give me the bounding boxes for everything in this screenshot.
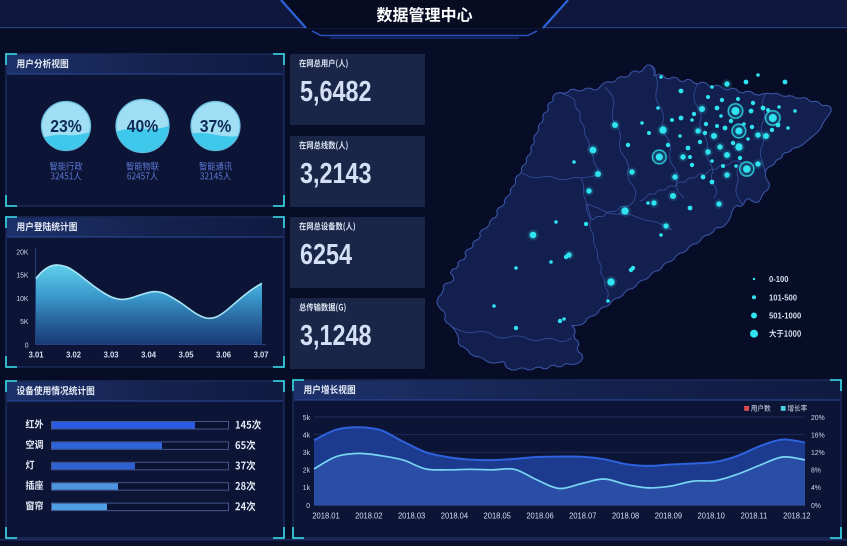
svg-text:2018.05: 2018.05 (484, 511, 512, 520)
svg-text:10K: 10K (16, 294, 28, 303)
svg-text:12%: 12% (811, 448, 825, 457)
svg-text:0-100: 0-100 (769, 275, 789, 284)
svg-text:2018.04: 2018.04 (441, 511, 469, 520)
svg-text:1k: 1k (303, 483, 311, 492)
svg-text:4%: 4% (811, 483, 821, 492)
svg-text:2018.12: 2018.12 (783, 511, 811, 520)
svg-text:0: 0 (25, 340, 29, 349)
svg-text:2018.06: 2018.06 (526, 511, 554, 520)
svg-text:20%: 20% (811, 412, 825, 421)
svg-text:2018.10: 2018.10 (698, 511, 726, 520)
svg-text:5,6482: 5,6482 (300, 75, 371, 108)
svg-text:37%: 37% (200, 116, 232, 136)
svg-text:0: 0 (306, 500, 310, 509)
svg-text:3.06: 3.06 (216, 350, 231, 359)
svg-text:3.07: 3.07 (254, 350, 269, 359)
svg-text:2k: 2k (303, 465, 311, 474)
svg-text:3.02: 3.02 (66, 350, 81, 359)
svg-text:3.04: 3.04 (141, 350, 156, 359)
svg-text:2018.07: 2018.07 (569, 511, 597, 520)
svg-text:101-500: 101-500 (769, 293, 798, 302)
svg-text:2018.08: 2018.08 (612, 511, 640, 520)
svg-text:0%: 0% (811, 500, 821, 509)
svg-text:2018.03: 2018.03 (398, 511, 426, 520)
svg-text:2018.11: 2018.11 (741, 511, 768, 520)
svg-text:3,1248: 3,1248 (300, 319, 371, 352)
svg-text:5k: 5k (303, 412, 311, 421)
svg-text:501-1000: 501-1000 (769, 311, 802, 320)
svg-text:20K: 20K (16, 247, 28, 256)
svg-text:8%: 8% (811, 465, 821, 474)
svg-text:40%: 40% (127, 116, 159, 136)
svg-text:4k: 4k (303, 430, 311, 439)
svg-text:3.03: 3.03 (104, 350, 119, 359)
svg-text:3.01: 3.01 (29, 350, 44, 359)
svg-text:3k: 3k (303, 448, 311, 457)
svg-text:2018.02: 2018.02 (355, 511, 383, 520)
svg-text:15K: 15K (16, 270, 28, 279)
svg-text:5K: 5K (20, 317, 29, 326)
svg-text:3.05: 3.05 (179, 350, 194, 359)
svg-text:23%: 23% (50, 116, 82, 136)
svg-text:16%: 16% (811, 430, 825, 439)
svg-text:2018.09: 2018.09 (655, 511, 683, 520)
svg-text:6254: 6254 (300, 238, 352, 271)
svg-text:2018.01: 2018.01 (312, 511, 340, 520)
svg-text:3,2143: 3,2143 (300, 157, 371, 190)
